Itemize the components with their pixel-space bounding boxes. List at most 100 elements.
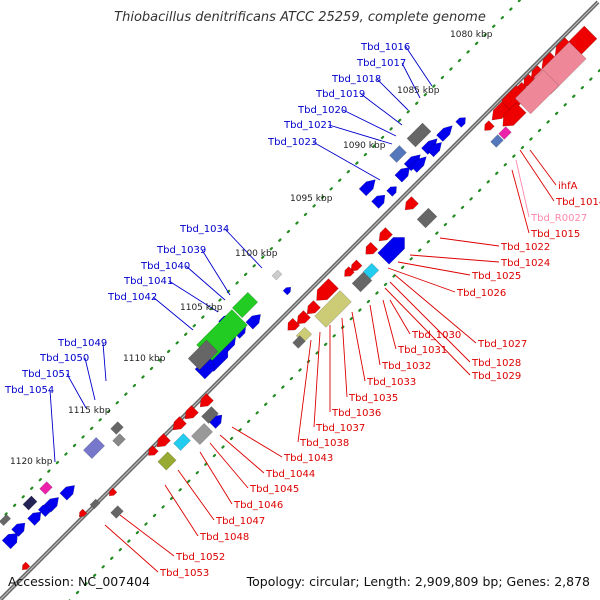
colored-gene-block bbox=[514, 69, 560, 115]
reverse-gene-label: ihfA bbox=[558, 181, 578, 192]
colored-gene-block bbox=[271, 269, 283, 281]
forward-gene bbox=[282, 286, 292, 296]
reverse-connector bbox=[341, 317, 348, 398]
reverse-gene bbox=[296, 310, 311, 325]
reverse-gene-label: Tbd_1048 bbox=[199, 532, 249, 543]
forward-gene bbox=[455, 117, 466, 128]
reverse-connector bbox=[104, 524, 159, 573]
topology-text: Topology: circular; Length: 2,909,809 bp… bbox=[246, 574, 590, 589]
reverse-gene bbox=[184, 405, 199, 420]
reverse-connector bbox=[394, 274, 477, 344]
reverse-gene-label: Tbd_1046 bbox=[233, 500, 283, 511]
reverse-gene bbox=[365, 241, 379, 255]
colored-gene-block bbox=[416, 207, 438, 229]
reverse-connector bbox=[297, 339, 312, 443]
reverse-gene-label: Tbd_1038 bbox=[299, 438, 349, 449]
forward-gene bbox=[1, 533, 18, 550]
label-connector-lines bbox=[49, 46, 557, 573]
tick-label: 1105 kbp bbox=[180, 303, 223, 313]
reverse-gene bbox=[350, 259, 363, 272]
forward-connector bbox=[201, 249, 231, 296]
forward-connector bbox=[312, 141, 381, 181]
tick-label: 1100 kbp bbox=[235, 249, 278, 259]
forward-gene bbox=[358, 179, 376, 197]
colored-gene-block bbox=[0, 513, 12, 527]
gene-labels: Tbd_1016 Tbd_1017 Tbd_1018 Tbd_1019 Tbd_1020… bbox=[4, 42, 600, 579]
forward-gene bbox=[27, 511, 42, 526]
gene-features bbox=[0, 25, 598, 571]
forward-gene-label: Tbd_1049 bbox=[57, 338, 107, 349]
forward-gene bbox=[386, 186, 397, 197]
reverse-gene bbox=[344, 266, 355, 277]
reverse-gene bbox=[156, 433, 171, 448]
reverse-connector bbox=[529, 149, 557, 186]
forward-gene-label: Tbd_1034 bbox=[179, 224, 229, 235]
colored-gene-block bbox=[112, 433, 126, 447]
tick-label: 1115 kbp bbox=[68, 406, 111, 416]
reverse-connector bbox=[397, 261, 471, 276]
forward-connector bbox=[401, 62, 421, 99]
forward-connector bbox=[405, 46, 433, 87]
forward-gene-label: Tbd_1051 bbox=[21, 369, 71, 380]
reverse-gene-label: Tbd_1033 bbox=[366, 377, 416, 388]
forward-gene bbox=[394, 167, 410, 183]
reverse-gene-label: Tbd_1031 bbox=[397, 345, 447, 356]
forward-connector bbox=[152, 296, 194, 331]
forward-gene-label: Tbd_1040 bbox=[140, 261, 190, 272]
forward-gene bbox=[245, 314, 261, 330]
reverse-gene-label: Tbd_1015 bbox=[530, 229, 580, 240]
reverse-gene-label: Tbd_1025 bbox=[471, 271, 521, 282]
reverse-connector bbox=[409, 254, 500, 263]
colored-gene-block bbox=[406, 122, 432, 148]
reverse-gene-label: Tbd_1036 bbox=[331, 408, 381, 419]
reverse-gene-label: Tbd_1028 bbox=[471, 358, 521, 369]
forward-connector bbox=[66, 373, 87, 409]
reverse-gene-label: Tbd_1043 bbox=[283, 453, 333, 464]
forward-gene bbox=[436, 125, 453, 142]
forward-connector bbox=[84, 357, 96, 401]
reverse-gene-label: Tbd_1024 bbox=[500, 258, 550, 269]
reverse-gene-label: Tbd_1027 bbox=[477, 339, 527, 350]
forward-gene bbox=[37, 504, 51, 518]
reverse-gene bbox=[108, 487, 118, 497]
forward-gene bbox=[371, 194, 386, 209]
colored-gene-block bbox=[362, 262, 380, 280]
forward-connector bbox=[360, 93, 403, 126]
colored-gene-block bbox=[83, 437, 105, 459]
forward-gene-label: Tbd_1020 bbox=[297, 105, 347, 116]
reverse-gene-label: Tbd_1044 bbox=[265, 469, 315, 480]
forward-connector bbox=[49, 389, 56, 463]
colored-gene-block bbox=[157, 451, 177, 471]
tick-label: 1080 kbp bbox=[450, 30, 493, 40]
reverse-gene bbox=[316, 278, 339, 301]
forward-gene bbox=[410, 156, 427, 173]
forward-connector bbox=[185, 265, 226, 301]
reverse-connector bbox=[519, 149, 555, 202]
forward-gene-label: Tbd_1039 bbox=[156, 245, 206, 256]
forward-connector bbox=[224, 228, 263, 269]
forward-connector bbox=[342, 109, 397, 137]
reverse-gene-label: Tbd_1022 bbox=[500, 242, 550, 253]
reverse-connector bbox=[515, 159, 530, 218]
reverse-connector bbox=[313, 331, 321, 428]
forward-gene-label: Tbd_1050 bbox=[39, 353, 89, 364]
colored-gene-block bbox=[502, 102, 527, 127]
forward-connector bbox=[328, 124, 393, 145]
reverse-gene-label: Tbd_1037 bbox=[315, 423, 365, 434]
reverse-gene bbox=[378, 227, 393, 242]
reverse-gene bbox=[404, 196, 419, 211]
forward-connector bbox=[102, 342, 107, 382]
tick-label: 1110 kbp bbox=[123, 354, 166, 364]
tick-label: 1120 kbp bbox=[10, 457, 53, 467]
reverse-gene bbox=[148, 445, 159, 456]
reverse-gene bbox=[484, 120, 495, 131]
reverse-connector bbox=[351, 311, 366, 382]
reverse-gene bbox=[199, 393, 214, 408]
reverse-gene bbox=[78, 508, 88, 518]
colored-gene-block bbox=[377, 237, 405, 265]
accession-text: Accession: NC_007404 bbox=[8, 574, 151, 589]
kbp-tick-labels: 1080 kbp 1085 kbp 1090 kbp 1095 kbp 1100 kbp… bbox=[10, 30, 493, 467]
